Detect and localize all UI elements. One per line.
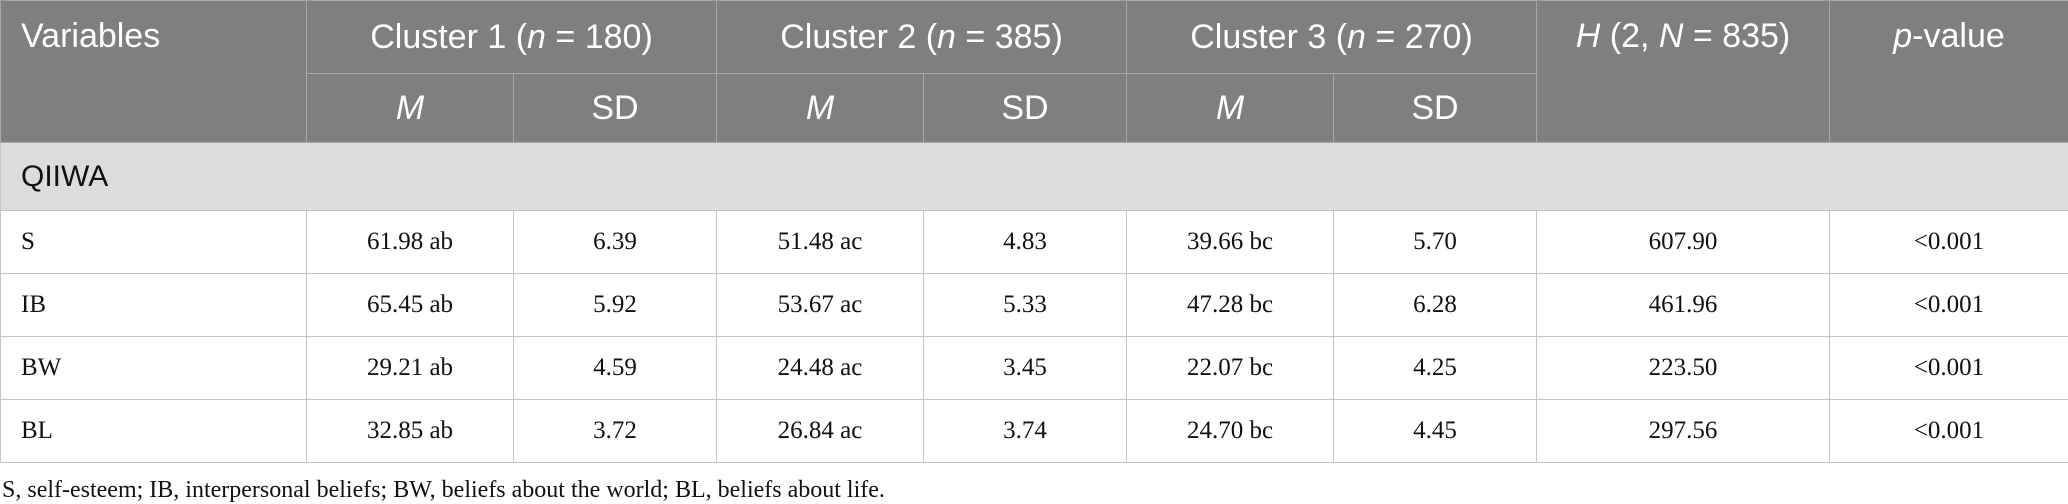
header-cell: Cluster 2 (n = 385) (716, 0, 1127, 74)
header-text: Cluster 3 ( (1190, 17, 1348, 56)
data-cell: 47.28 bc (1126, 273, 1334, 337)
data-cell: 607.90 (1536, 210, 1830, 274)
data-cell: 53.67 ac (716, 273, 924, 337)
data-row: S 61.98 ab 6.39 51.48 ac 4.83 39.66 bc 5.70 607… (0, 210, 2068, 274)
data-cell: 4.83 (923, 210, 1127, 274)
data-cell: 3.45 (923, 336, 1127, 400)
header-cell: H (2, N = 835) (1536, 0, 1830, 143)
header-cell: Cluster 1 (n = 180) (306, 0, 717, 74)
data-cell: <0.001 (1829, 273, 2068, 337)
data-cell: 24.48 ac (716, 336, 924, 400)
data-cell: 6.28 (1333, 273, 1537, 337)
header-text: Variables (21, 17, 161, 55)
data-cell: 6.39 (513, 210, 717, 274)
data-cell: 24.70 bc (1126, 399, 1334, 463)
header-text: Cluster 1 ( (370, 17, 528, 56)
section-row: QIIWA (0, 142, 2068, 211)
header-text: Cluster 2 ( (780, 17, 938, 56)
data-cell: IB (0, 273, 307, 337)
header-cell: Cluster 3 (n = 270) (1126, 0, 1537, 74)
header-text: SD (591, 88, 639, 127)
header-text: SD (1411, 88, 1459, 127)
data-cell: 26.84 ac (716, 399, 924, 463)
header-text: M (395, 88, 425, 127)
data-cell: 39.66 bc (1126, 210, 1334, 274)
data-cell: 5.33 (923, 273, 1127, 337)
subheader-cell: M (306, 73, 514, 143)
header-text: = 180) (545, 17, 653, 56)
subheader-cell: SD (513, 73, 717, 143)
data-cell: 32.85 ab (306, 399, 514, 463)
header-row: Variables Cluster 1 (n = 180) Cluster 2 (n… (0, 0, 2068, 143)
header-text: n (937, 17, 956, 56)
data-cell: 461.96 (1536, 273, 1830, 337)
data-cell: BL (0, 399, 307, 463)
header-text: -value (1912, 17, 2005, 55)
header-text: (2, (1600, 17, 1659, 55)
data-cell: 51.48 ac (716, 210, 924, 274)
data-cell: 61.98 ab (306, 210, 514, 274)
subheader-cell: M (1126, 73, 1334, 143)
header-text: N (1658, 17, 1684, 55)
header-text: n (1347, 17, 1366, 56)
section-label: QIIWA (0, 142, 2068, 211)
data-cell: S (0, 210, 307, 274)
data-row: IB 65.45 ab 5.92 53.67 ac 5.33 47.28 bc 6.28 46… (0, 273, 2068, 337)
data-cell: 65.45 ab (306, 273, 514, 337)
data-cell: 297.56 (1536, 399, 1830, 463)
data-row: BW 29.21 ab 4.59 24.48 ac 3.45 22.07 bc 4.25 22… (0, 336, 2068, 400)
data-cell: 29.21 ab (306, 336, 514, 400)
data-cell: 5.70 (1333, 210, 1537, 274)
header-text: H (1575, 17, 1601, 55)
results-table: Variables Cluster 1 (n = 180) Cluster 2 (n… (0, 0, 2068, 463)
header-text: SD (1001, 88, 1049, 127)
data-row: BL 32.85 ab 3.72 26.84 ac 3.74 24.70 bc 4.45 29… (0, 399, 2068, 463)
footnote: S, self-esteem; IB, interpersonal belief… (2, 477, 885, 503)
header-text: M (805, 88, 835, 127)
header-text: = 835) (1683, 17, 1791, 55)
header-text: n (527, 17, 546, 56)
data-cell: <0.001 (1829, 399, 2068, 463)
data-cell: 3.72 (513, 399, 717, 463)
data-cell: 22.07 bc (1126, 336, 1334, 400)
header-text: = 270) (1365, 17, 1473, 56)
data-cell: 4.45 (1333, 399, 1537, 463)
header-cell: Variables (0, 0, 307, 143)
data-cell: 4.59 (513, 336, 717, 400)
subheader-cell: SD (923, 73, 1127, 143)
data-cell: <0.001 (1829, 336, 2068, 400)
data-cell: 223.50 (1536, 336, 1830, 400)
subheader-cell: M (716, 73, 924, 143)
header-text: M (1215, 88, 1245, 127)
subheader-row: M SD M SD M SD (1, 73, 2068, 143)
data-cell: 4.25 (1333, 336, 1537, 400)
data-cell: 3.74 (923, 399, 1127, 463)
data-cell: BW (0, 336, 307, 400)
subheader-cell: SD (1333, 73, 1537, 143)
data-cell: <0.001 (1829, 210, 2068, 274)
header-cell: p-value (1829, 0, 2068, 143)
data-cell: 5.92 (513, 273, 717, 337)
header-text: = 385) (955, 17, 1063, 56)
header-text: p (1893, 17, 1913, 55)
